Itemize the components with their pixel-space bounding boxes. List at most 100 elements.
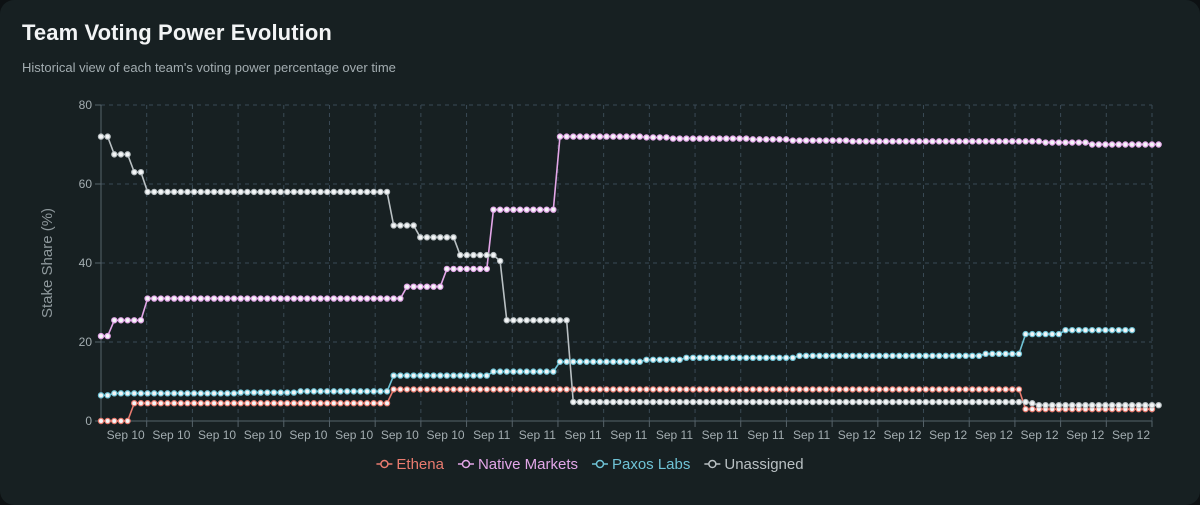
data-point[interactable] bbox=[669, 356, 677, 363]
data-point[interactable] bbox=[969, 386, 976, 393]
data-point[interactable] bbox=[516, 317, 524, 324]
data-point[interactable] bbox=[1068, 326, 1076, 334]
data-point[interactable] bbox=[782, 398, 790, 406]
data-point[interactable] bbox=[649, 356, 657, 363]
data-point[interactable] bbox=[656, 386, 663, 393]
data-point[interactable] bbox=[889, 386, 896, 393]
data-point[interactable] bbox=[656, 356, 663, 363]
data-point[interactable] bbox=[669, 386, 677, 393]
legend[interactable]: Ethena Native Markets Paxos Labs Unassigned bbox=[376, 456, 804, 473]
data-point[interactable] bbox=[949, 398, 956, 406]
data-point[interactable] bbox=[390, 372, 397, 379]
data-point[interactable] bbox=[250, 389, 258, 396]
data-point[interactable] bbox=[596, 386, 604, 393]
data-point[interactable] bbox=[962, 386, 969, 393]
data-point[interactable] bbox=[849, 352, 856, 360]
data-point[interactable] bbox=[829, 398, 836, 406]
data-point[interactable] bbox=[902, 398, 910, 406]
data-point[interactable] bbox=[656, 398, 663, 406]
data-point[interactable] bbox=[264, 295, 271, 302]
data-point[interactable] bbox=[683, 386, 690, 393]
data-point[interactable] bbox=[337, 188, 344, 196]
data-point[interactable] bbox=[450, 234, 457, 241]
data-point[interactable] bbox=[822, 386, 830, 393]
data-point[interactable] bbox=[530, 368, 537, 375]
data-point[interactable] bbox=[190, 295, 198, 302]
data-point[interactable] bbox=[430, 234, 437, 241]
data-point[interactable] bbox=[749, 354, 757, 361]
data-point[interactable] bbox=[743, 135, 750, 142]
data-point[interactable] bbox=[942, 352, 949, 360]
data-point[interactable] bbox=[1082, 326, 1089, 334]
data-point[interactable] bbox=[403, 386, 411, 393]
data-point[interactable] bbox=[476, 372, 484, 379]
data-point[interactable] bbox=[1088, 326, 1096, 334]
data-point[interactable] bbox=[596, 358, 604, 365]
data-point[interactable] bbox=[157, 295, 165, 302]
data-point[interactable] bbox=[1095, 141, 1102, 148]
data-point[interactable] bbox=[297, 400, 304, 407]
data-point[interactable] bbox=[151, 400, 158, 407]
data-point[interactable] bbox=[869, 398, 876, 406]
data-point[interactable] bbox=[450, 265, 457, 273]
data-point[interactable] bbox=[862, 386, 870, 393]
data-point[interactable] bbox=[576, 133, 584, 140]
data-point[interactable] bbox=[457, 372, 464, 379]
data-point[interactable] bbox=[1002, 138, 1009, 145]
data-point[interactable] bbox=[789, 354, 797, 361]
data-point[interactable] bbox=[616, 386, 624, 393]
data-point[interactable] bbox=[483, 386, 491, 393]
data-point[interactable] bbox=[523, 206, 530, 213]
data-point[interactable] bbox=[437, 386, 444, 393]
data-point[interactable] bbox=[543, 386, 550, 393]
data-point[interactable] bbox=[503, 317, 510, 324]
data-point[interactable] bbox=[297, 388, 304, 395]
data-point[interactable] bbox=[417, 372, 424, 379]
data-point[interactable] bbox=[443, 265, 451, 273]
data-point[interactable] bbox=[516, 368, 524, 375]
data-point[interactable] bbox=[816, 398, 823, 406]
data-point[interactable] bbox=[1062, 139, 1069, 146]
data-point[interactable] bbox=[729, 135, 737, 142]
data-point[interactable] bbox=[982, 386, 989, 393]
data-point[interactable] bbox=[849, 138, 856, 145]
data-point[interactable] bbox=[1022, 405, 1029, 413]
data-point[interactable] bbox=[623, 358, 630, 365]
data-point[interactable] bbox=[244, 389, 251, 396]
data-point[interactable] bbox=[896, 138, 903, 145]
data-point[interactable] bbox=[902, 138, 910, 145]
data-point[interactable] bbox=[290, 188, 298, 196]
data-point[interactable] bbox=[723, 398, 730, 406]
data-point[interactable] bbox=[989, 386, 996, 393]
data-point[interactable] bbox=[616, 133, 624, 140]
data-point[interactable] bbox=[343, 388, 351, 395]
data-point[interactable] bbox=[443, 386, 451, 393]
data-point[interactable] bbox=[989, 398, 996, 406]
data-point[interactable] bbox=[782, 354, 790, 361]
data-point[interactable] bbox=[1022, 330, 1029, 338]
data-point[interactable] bbox=[476, 265, 484, 273]
data-point[interactable] bbox=[224, 400, 231, 407]
data-point[interactable] bbox=[104, 133, 111, 140]
data-point[interactable] bbox=[137, 400, 145, 407]
data-point[interactable] bbox=[330, 388, 338, 395]
data-point[interactable] bbox=[264, 188, 271, 196]
data-point[interactable] bbox=[610, 398, 617, 406]
data-point[interactable] bbox=[1122, 402, 1129, 409]
data-point[interactable] bbox=[776, 398, 783, 406]
data-point[interactable] bbox=[616, 398, 624, 406]
data-point[interactable] bbox=[736, 398, 743, 406]
data-point[interactable] bbox=[363, 388, 371, 395]
data-point[interactable] bbox=[856, 138, 863, 145]
data-point[interactable] bbox=[603, 398, 610, 406]
data-point[interactable] bbox=[802, 386, 810, 393]
data-point[interactable] bbox=[776, 136, 783, 143]
data-point[interactable] bbox=[197, 400, 204, 407]
data-point[interactable] bbox=[623, 133, 630, 140]
data-point[interactable] bbox=[623, 386, 630, 393]
data-point[interactable] bbox=[423, 372, 431, 379]
data-point[interactable] bbox=[816, 352, 823, 360]
data-point[interactable] bbox=[290, 400, 298, 407]
data-point[interactable] bbox=[510, 368, 517, 375]
data-point[interactable] bbox=[397, 386, 404, 393]
